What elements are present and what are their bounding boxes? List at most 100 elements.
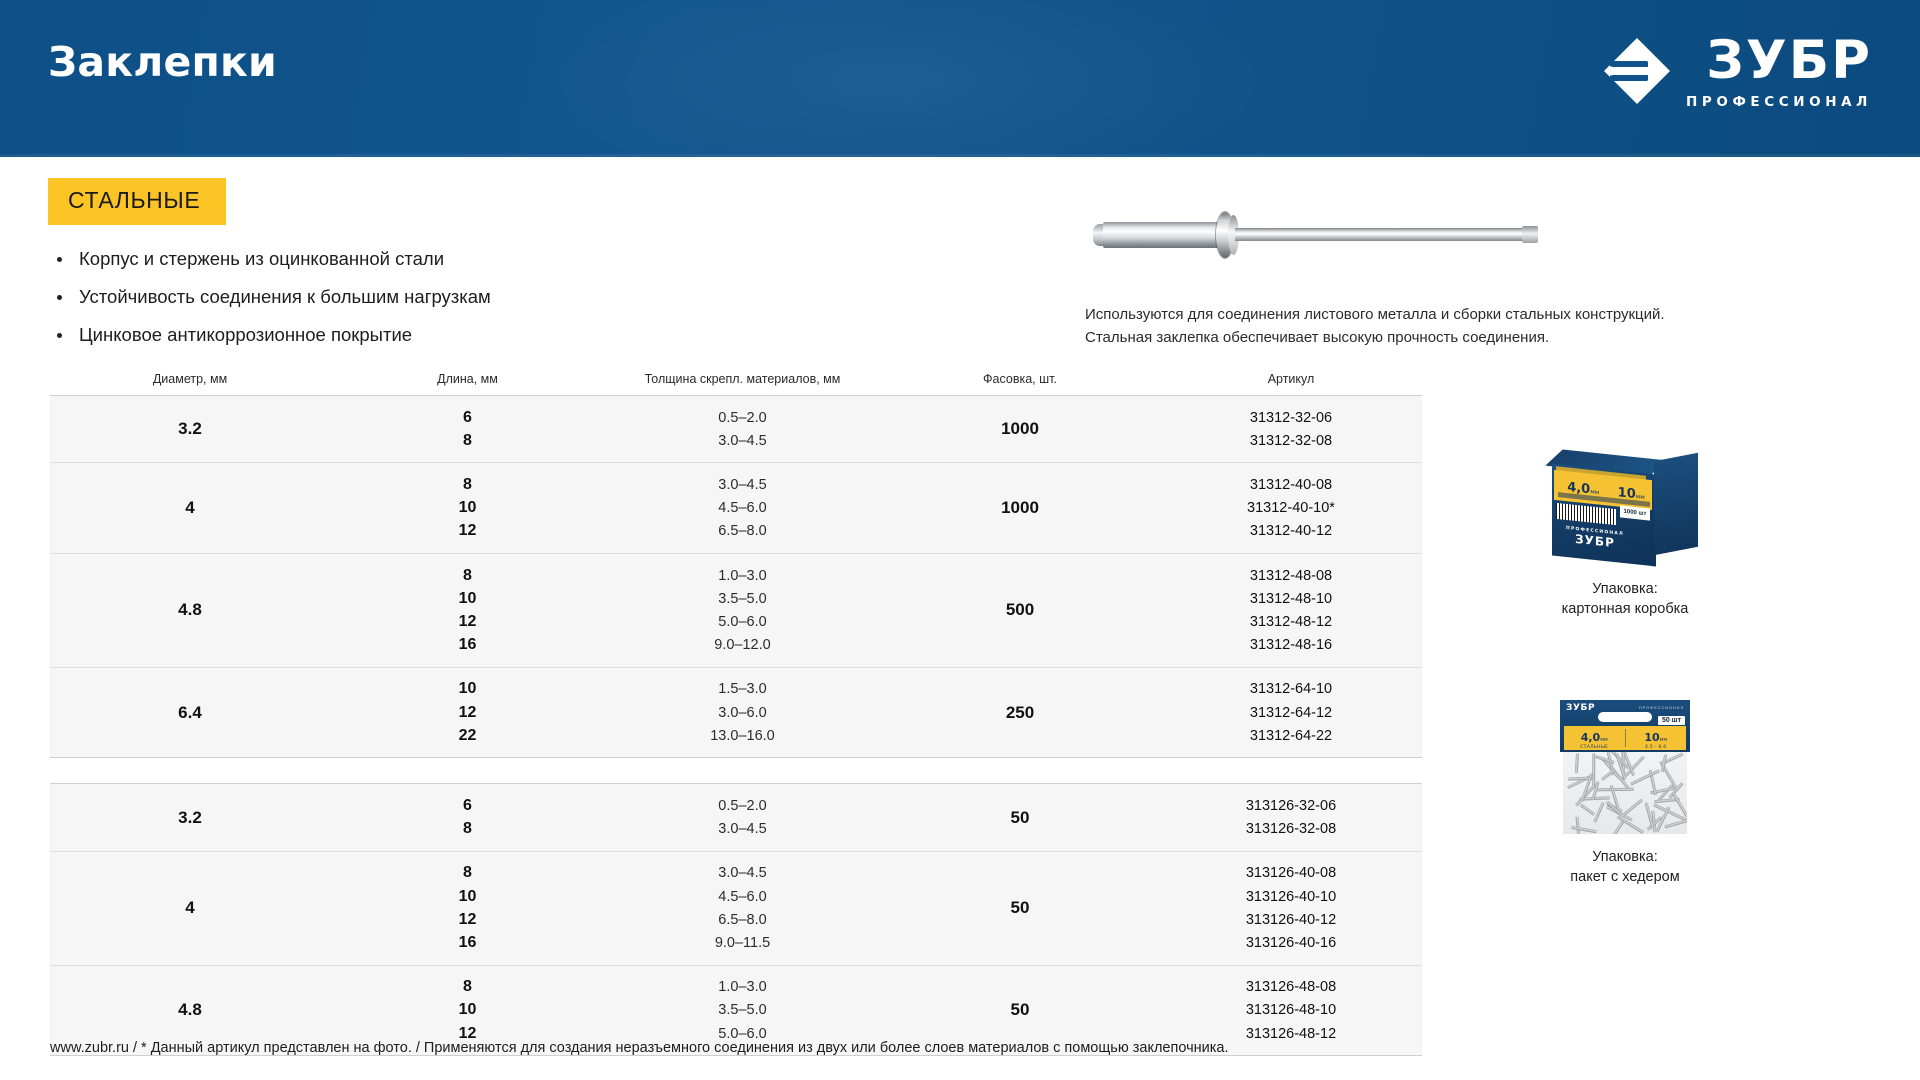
cell-length: 12 (458, 703, 477, 721)
table-row: 8 3.0–4.5 (330, 818, 880, 841)
cell-diameter: 4.8 (178, 600, 202, 620)
rivet-piece-icon (1622, 798, 1644, 817)
column-header-length: Длина, мм (437, 372, 498, 386)
table-row-article: 31312-48-08 (1160, 564, 1422, 587)
specification-table: Диаметр, мм Длина, мм Толщина скрепл. ма… (50, 372, 1422, 1057)
packaging-caption-line-1: Упаковка: (1592, 581, 1658, 597)
cell-thickness: 3.0–4.5 (718, 477, 767, 493)
table-row: 12 5.0–6.0 (330, 1022, 880, 1045)
cell-article: 313126-40-10 (1245, 888, 1337, 905)
cell-article: 313126-40-12 (1245, 911, 1337, 928)
cell-article: 31312-32-06 (1249, 409, 1333, 426)
poly-bag-icon: ЗУБР ПРОФЕССИОНАЛ 50 шт 4,0мм СТАЛЬНЫЕ 1… (1560, 700, 1690, 835)
cell-pack: 500 (1005, 600, 1035, 620)
table-row-article: 313126-32-06 (1160, 794, 1422, 817)
cell-thickness: 3.5–5.0 (718, 1002, 767, 1019)
cell-thickness: 3.0–4.5 (718, 865, 767, 882)
cell-article: 313126-32-06 (1245, 797, 1337, 814)
table-row: 10 4.5–6.0 (330, 885, 880, 908)
table-row: 6 0.5–2.0 (330, 406, 880, 429)
cell-thickness: 0.5–2.0 (718, 409, 767, 426)
cell-thickness: 5.0–6.0 (718, 1025, 767, 1042)
table-group: 3.2 6 0.5–2.0 8 3.0–4.5 50 313126-32-06 313126-… (50, 784, 1422, 852)
cell-length: 10 (458, 589, 477, 607)
cell-pack: 1000 (1001, 419, 1039, 439)
cell-thickness: 6.5–8.0 (718, 911, 767, 928)
cell-length: 12 (458, 910, 477, 928)
table-group: 4.8 8 1.0–3.0 10 3.5–5.0 12 5.0–6.0 16 9.0–12.0 5… (50, 553, 1422, 668)
table-row: 8 3.0–4.5 (330, 473, 880, 496)
table-rows: 6 0.5–2.0 8 3.0–4.5 (330, 396, 880, 462)
cell-length: 10 (458, 1001, 477, 1019)
table-row: 8 1.0–3.0 (330, 976, 880, 999)
packaging-bag-card: ЗУБР ПРОФЕССИОНАЛ 50 шт 4,0мм СТАЛЬНЫЕ 1… (1475, 700, 1775, 887)
bag-length-sub: 4.5 - 6.0 (1645, 745, 1667, 750)
cell-pack: 1000 (1001, 498, 1039, 518)
table-body: 3.2 6 0.5–2.0 8 3.0–4.5 1000 31312-32-06 31312-… (50, 395, 1422, 1057)
column-header-thickness: Толщина скрепл. материалов, мм (644, 372, 841, 386)
page-title: Заклепки (48, 38, 277, 86)
cell-thickness: 1.0–3.0 (718, 567, 767, 584)
page-footer: www.zubr.ru / * Данный артикул представл… (50, 1040, 1229, 1056)
cell-thickness: 0.5–2.0 (718, 797, 767, 814)
table-row-article: 313126-48-10 (1160, 999, 1422, 1022)
cell-article: 31312-48-10 (1249, 590, 1333, 607)
table-row-article: 31312-48-16 (1160, 634, 1422, 657)
cell-diameter: 4.8 (178, 1000, 202, 1020)
table-row-article: 313126-48-12 (1160, 1022, 1422, 1045)
cell-article: 313126-32-08 (1245, 821, 1337, 838)
rivet-mandrel-end-icon (1522, 226, 1538, 243)
cell-article: 313126-48-10 (1245, 1002, 1337, 1019)
cell-length: 22 (458, 726, 477, 744)
table-row: 8 3.0–4.5 (330, 429, 880, 452)
description-line-2: Стальная заклепка обеспечивает высокую п… (1085, 329, 1550, 346)
table-row: 10 3.5–5.0 (330, 999, 880, 1022)
table-article-rows: 31312-32-06 31312-32-08 (1160, 396, 1422, 462)
table-group: 4 8 3.0–4.5 10 4.5–6.0 12 6.5–8.0 16 9.0–11.5 50 3… (50, 851, 1422, 966)
table-row-article: 31312-32-08 (1160, 429, 1422, 452)
bag-contents (1563, 752, 1687, 834)
zubr-diamond-icon (1602, 36, 1672, 106)
cell-article: 31312-32-08 (1249, 432, 1333, 449)
table-rows: 8 1.0–3.0 10 3.5–5.0 12 5.0–6.0 16 9.0–12.0 (330, 554, 880, 667)
packaging-caption-line-2: пакет с хедером (1570, 869, 1680, 885)
table-group: 3.2 6 0.5–2.0 8 3.0–4.5 1000 31312-32-06 31312-… (50, 396, 1422, 464)
table-row-article: 31312-48-12 (1160, 610, 1422, 633)
feature-text: Корпус и стержень из оцинкованной стали (79, 248, 445, 269)
table-block: 3.2 6 0.5–2.0 8 3.0–4.5 1000 31312-32-06 31312-… (50, 395, 1422, 759)
table-row: 6 0.5–2.0 (330, 794, 880, 817)
bag-length-unit: мм (1659, 737, 1668, 743)
table-block: 3.2 6 0.5–2.0 8 3.0–4.5 50 313126-32-06 313126-… (50, 783, 1422, 1057)
feature-text: Устойчивость соединения к большим нагруз… (79, 286, 491, 307)
list-item: Корпус и стержень из оцинкованной стали (50, 247, 690, 271)
column-header-pack: Фасовка, шт. (983, 372, 1057, 386)
table-row: 12 6.5–8.0 (330, 520, 880, 543)
table-row-article: 313126-32-08 (1160, 818, 1422, 841)
bag-quantity-label: 50 шт (1658, 716, 1685, 725)
table-row-article: 31312-64-12 (1160, 701, 1422, 724)
table-row: 12 3.0–6.0 (330, 701, 880, 724)
table-rows: 10 1.5–3.0 12 3.0–6.0 22 13.0–16.0 (330, 668, 880, 758)
cell-length: 10 (458, 499, 477, 517)
cell-article: 31312-48-08 (1249, 567, 1333, 584)
cell-diameter: 3.2 (178, 419, 202, 439)
rivet-piece-icon (1574, 753, 1579, 774)
cell-length: 8 (463, 566, 472, 584)
rivet-piece-icon (1570, 825, 1597, 834)
cell-length: 12 (458, 522, 477, 540)
page-header: Заклепки ЗУБР ПРОФЕССИОНАЛ (0, 0, 1920, 157)
cell-article: 31312-64-22 (1249, 727, 1333, 744)
cell-length: 16 (458, 636, 477, 654)
cell-thickness: 9.0–12.0 (714, 637, 771, 654)
table-block-gap (50, 758, 1422, 784)
table-row-article: 31312-48-10 (1160, 587, 1422, 610)
table-row: 12 5.0–6.0 (330, 610, 880, 633)
table-article-rows: 31312-48-08 31312-48-10 31312-48-12 31312-4… (1160, 554, 1422, 667)
rivet-piece-icon (1630, 769, 1661, 786)
packaging-caption: Упаковка: картонная коробка (1475, 579, 1775, 619)
bag-diameter-sub: СТАЛЬНЫЕ (1580, 745, 1609, 750)
rivet-product-image (1085, 200, 1555, 270)
cell-article: 31312-64-12 (1249, 704, 1333, 721)
cell-thickness: 4.5–6.0 (718, 500, 767, 517)
cell-pack: 250 (1005, 702, 1035, 722)
